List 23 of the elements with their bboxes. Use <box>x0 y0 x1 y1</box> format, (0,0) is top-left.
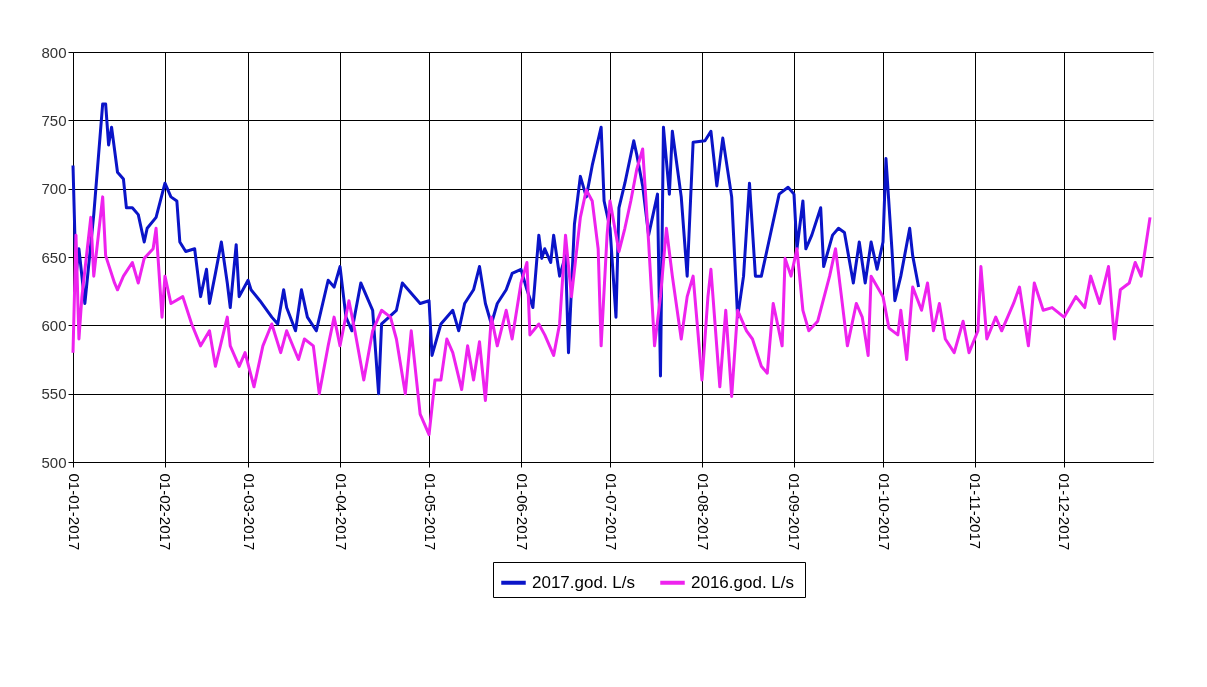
legend-label: 2017.god. L/s <box>532 572 636 592</box>
x-tick-label: 01-01-2017 <box>65 473 83 551</box>
legend-label: 2016.god. L/s <box>691 572 795 592</box>
y-tick-label: 750 <box>41 111 67 129</box>
x-tick-label: 01-02-2017 <box>157 473 175 551</box>
y-tick-label: 550 <box>41 385 67 403</box>
x-tick-label: 01-07-2017 <box>602 473 620 551</box>
y-tick-label: 600 <box>41 316 67 334</box>
x-tick-label: 01-11-2017 <box>967 473 985 550</box>
y-tick-label: 650 <box>41 248 67 266</box>
x-tick-label: 01-12-2017 <box>1056 473 1074 551</box>
x-tick-label: 01-08-2017 <box>694 473 712 551</box>
x-tick-label: 01-09-2017 <box>786 473 804 551</box>
x-tick-label: 01-04-2017 <box>332 473 350 551</box>
x-tick-label: 01-05-2017 <box>421 473 439 551</box>
line-series <box>71 102 921 396</box>
line-series <box>71 147 1152 437</box>
y-tick-label: 800 <box>41 43 67 61</box>
x-tick-label: 01-03-2017 <box>240 473 258 551</box>
y-tick-label: 500 <box>41 453 67 471</box>
y-tick-label: 700 <box>41 180 67 198</box>
x-tick-label: 01-10-2017 <box>875 473 893 551</box>
x-tick-label: 01-06-2017 <box>513 473 531 551</box>
